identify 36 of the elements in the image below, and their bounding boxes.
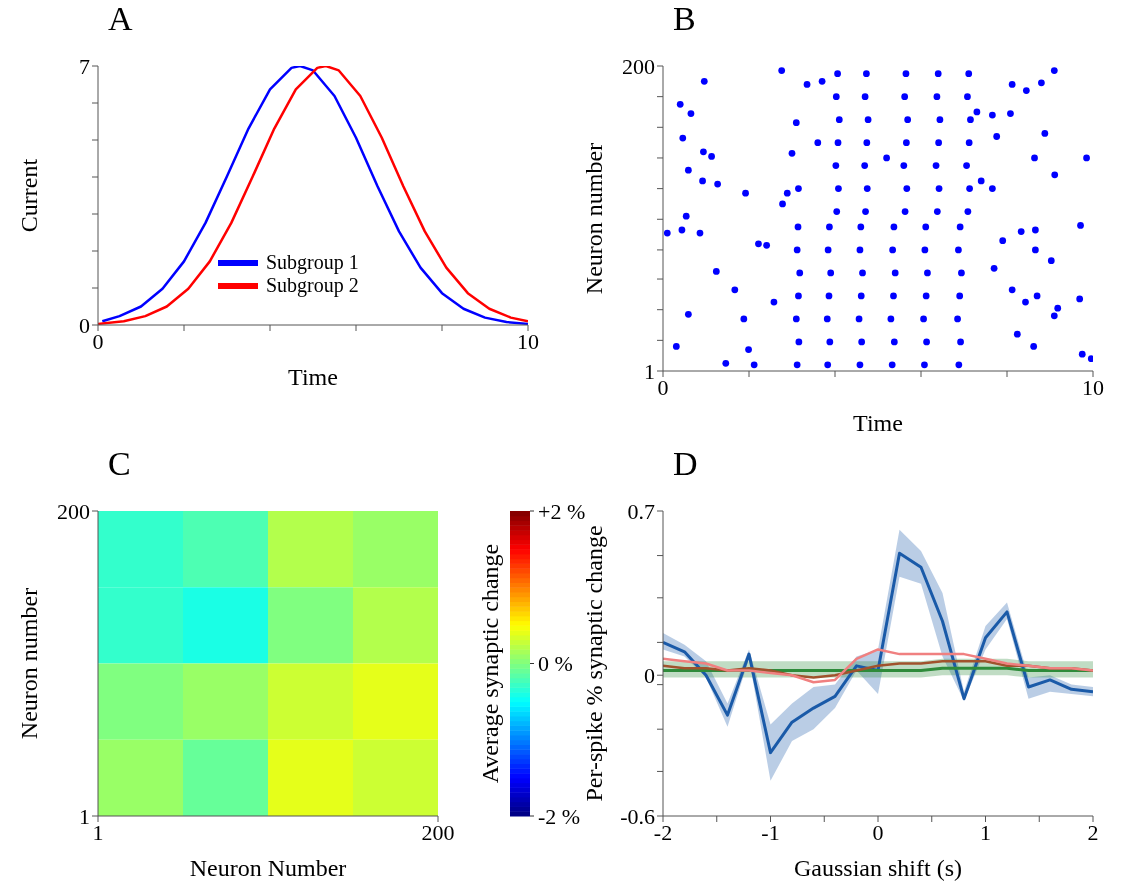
x-tick-label: -1 [761,819,780,845]
y-axis-title: Neuron number [15,587,42,740]
chart-title: B [673,0,696,38]
x-tick-label: 10 [517,328,539,354]
color-bar-label: 0 % [538,651,573,676]
x-axis-title: Gaussian shift (s) [794,855,962,881]
y-tick-label: 1 [79,803,90,829]
y-tick-label: 200 [622,53,655,79]
x-axis-title: Neuron Number [189,855,347,881]
chart-title: A [108,0,133,38]
chart-title: C [108,445,131,483]
y-tick-label: 1 [644,358,655,384]
y-axis-title: Current [15,158,42,233]
legend-label: Subgroup 2 [266,274,359,297]
x-tick-label: 2 [1087,819,1099,845]
legend-label: Subgroup 1 [266,251,359,274]
y-tick-label: -0.6 [620,803,655,829]
chart-title: D [673,445,698,483]
color-bar-label: -2 % [538,803,581,829]
x-tick-label: 10 [1082,374,1104,400]
x-axis-title: Time [288,364,338,390]
line-series [663,551,1093,755]
x-tick-label: 200 [421,819,455,845]
color-bar-label: +2 % [538,498,586,524]
y-tick-label: 0 [644,663,655,689]
y-axis-title: Neuron number [580,142,607,295]
color-bar-title: Average synaptic change [477,543,503,784]
y-tick-label: 200 [57,498,90,524]
y-tick-label: 0 [79,312,90,338]
x-tick-label: 1 [980,819,991,845]
x-axis-title: Time [853,410,903,436]
y-axis-title: Per-spike % synaptic change [580,525,607,802]
y-tick-label: 7 [79,53,90,79]
line-series [663,648,1093,684]
y-tick-label: 0.7 [627,498,655,524]
x-tick-label: 0 [872,819,884,845]
